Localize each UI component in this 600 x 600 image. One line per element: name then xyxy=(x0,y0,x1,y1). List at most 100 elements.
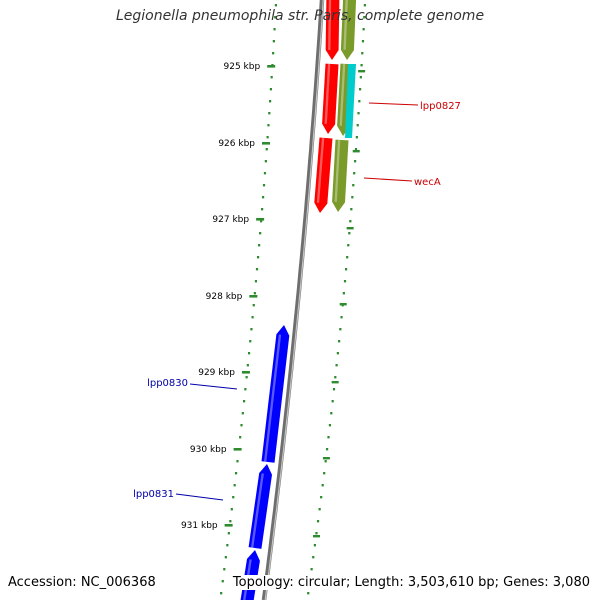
inner-tick-dot xyxy=(272,52,275,55)
callout-line-weca xyxy=(363,177,413,182)
outer-tick-dot xyxy=(347,244,350,247)
outer-tick-dot xyxy=(335,364,338,367)
inner-tick-dot xyxy=(263,172,267,175)
cds-arrow-weca-body xyxy=(314,137,333,213)
inner-tick-dot xyxy=(265,148,268,151)
scale-ticks: 925 kbp 926 kbp 927 kbp 928 kbp 929 kbp 930 k… xyxy=(181,62,276,531)
inner-tick-dot xyxy=(254,280,258,283)
cds-arrow-lpp0831-sheen xyxy=(251,473,264,548)
inner-tick-dot xyxy=(255,268,259,271)
inner-tick-dot xyxy=(250,328,253,331)
gene-features xyxy=(240,0,357,600)
callout-line-lpp0830 xyxy=(189,383,238,390)
outer-tick-dot xyxy=(348,232,351,235)
inner-tick-dot xyxy=(261,196,265,199)
outer-tick-dot xyxy=(349,220,352,223)
outer-tick-dot xyxy=(320,496,323,499)
outer-tick-dot xyxy=(361,52,364,55)
outer-tick-dot xyxy=(324,460,327,463)
cds-arrow-forward-sheen xyxy=(328,0,332,50)
outer-tick-dot xyxy=(342,292,345,295)
inner-tick-dot xyxy=(256,256,260,259)
inner-tick-dot xyxy=(223,568,226,571)
outer-tick-dot xyxy=(321,484,324,487)
gene-arrow-lpp0827-sheen xyxy=(339,63,346,126)
gene-arrow-weca-sheen xyxy=(334,139,341,202)
inner-tick-dot xyxy=(240,424,243,427)
scale-tick-931 xyxy=(224,524,233,527)
outer-tick-dot xyxy=(350,208,353,211)
inner-tick-dot xyxy=(247,352,251,355)
outer-tick-dot xyxy=(352,184,355,187)
outer-tick-dash xyxy=(331,381,339,384)
outer-tick-dot xyxy=(316,520,320,523)
inner-tick-dot xyxy=(269,88,272,91)
inner-tick-dot xyxy=(258,244,261,247)
outer-tick-dot xyxy=(356,124,359,127)
outer-tick-dot xyxy=(358,100,361,103)
gene-label-lpp0827: lpp0827 xyxy=(420,101,461,112)
inner-tick-dot xyxy=(251,316,254,319)
outer-tick-dot xyxy=(340,316,343,319)
outer-tick-dot xyxy=(307,592,310,595)
inner-tick-dot xyxy=(272,40,275,43)
inner-tick-dot xyxy=(244,388,247,391)
inner-tick-dot xyxy=(229,520,232,523)
genome-summary-text: Topology: circular; Length: 3,503,610 bp… xyxy=(232,575,590,590)
inner-tick-dot xyxy=(239,436,242,439)
inner-tick-dot xyxy=(220,592,223,595)
scale-tick-925 xyxy=(267,65,276,68)
outer-tick-dot xyxy=(330,412,333,415)
outer-tick-ring xyxy=(307,4,366,595)
outer-tick-dot xyxy=(346,256,349,259)
inner-tick-dot xyxy=(230,508,233,511)
inner-tick-dot xyxy=(259,232,262,235)
outer-tick-dash xyxy=(346,227,354,230)
inner-tick-dot xyxy=(227,532,230,535)
cds-arrow-lpp0831-body xyxy=(248,464,272,549)
scale-tick-label-929: 929 kbp xyxy=(198,368,235,378)
map-title: Legionella pneumophila str. Paris, compl… xyxy=(115,8,485,24)
gene-highlight-lpp0827 xyxy=(345,64,356,138)
inner-tick-dot xyxy=(274,4,277,7)
outer-tick-dot xyxy=(312,556,315,559)
outer-tick-dash xyxy=(312,535,320,538)
outer-tick-dot xyxy=(355,136,358,139)
inner-tick-dot xyxy=(236,460,239,463)
outer-tick-dot xyxy=(361,40,365,43)
scale-tick-928 xyxy=(249,295,258,298)
scale-tick-label-931: 931 kbp xyxy=(181,521,218,531)
outer-tick-dot xyxy=(331,400,334,403)
gene-arrow-weca-body xyxy=(332,139,349,212)
gene-arrow-forward-sheen xyxy=(343,0,348,50)
inner-tick-dot xyxy=(252,304,255,307)
inner-tick-dot xyxy=(234,472,238,475)
callout-line-lpp0827 xyxy=(368,102,419,106)
outer-tick-dot xyxy=(358,88,362,91)
outer-tick-dash xyxy=(322,457,330,460)
inner-tick-dot xyxy=(267,124,270,127)
outer-tick-dot xyxy=(325,448,329,451)
outer-tick-dot xyxy=(332,388,336,391)
outer-tick-dot xyxy=(327,436,330,439)
inner-tick-dot xyxy=(224,556,227,559)
inner-tick-dot xyxy=(253,292,256,295)
inner-tick-dot xyxy=(245,376,248,379)
outer-tick-dot xyxy=(359,76,362,79)
outer-tick-dot xyxy=(338,340,341,343)
scale-tick-label-928: 928 kbp xyxy=(206,292,243,302)
inner-tick-dot xyxy=(266,136,269,139)
outer-tick-dot xyxy=(362,28,365,31)
cds-arrow-forward-body xyxy=(325,0,340,60)
outer-tick-dot xyxy=(360,64,363,67)
outer-tick-dot xyxy=(363,16,366,19)
callout-line-lpp0831 xyxy=(175,493,224,501)
inner-tick-dot xyxy=(264,160,267,163)
outer-tick-dot xyxy=(336,352,339,355)
inner-tick-dot xyxy=(232,496,235,499)
cds-arrow-lpp0830 xyxy=(261,325,290,463)
outer-tick-dot xyxy=(353,172,356,175)
inner-tick-dot xyxy=(243,400,246,403)
